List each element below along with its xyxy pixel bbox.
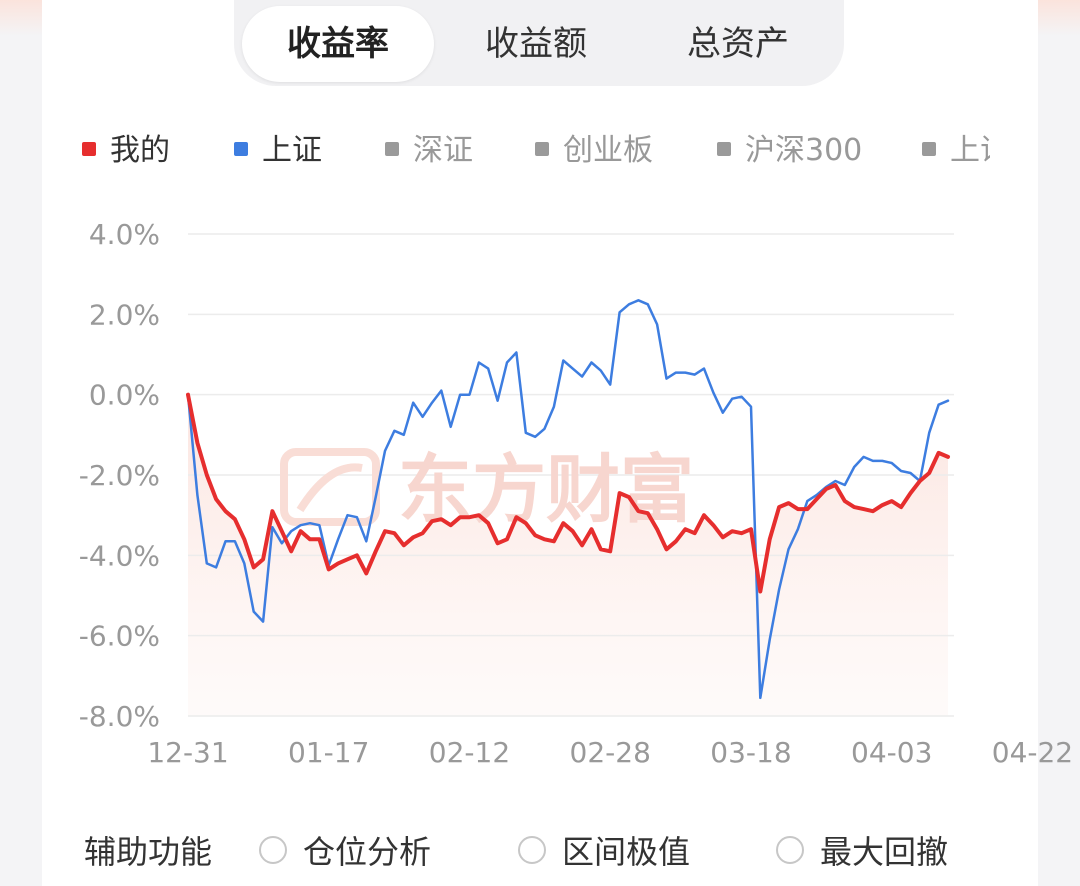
series-line-shanghai <box>186 299 950 700</box>
option-label: 最大回撤 <box>820 833 949 871</box>
y-tick-label: 2.0% <box>89 298 160 331</box>
legend-label: 沪深300 <box>745 133 863 168</box>
x-tick-label: 04-03 <box>851 736 932 769</box>
legend-label: 我的 <box>110 133 170 168</box>
watermark-logo: 东方财富 <box>280 447 694 533</box>
radio-icon[interactable] <box>776 836 804 864</box>
legend-item-shenzhen[interactable]: 深证 <box>385 128 473 174</box>
option-label: 仓位分析 <box>303 833 432 871</box>
x-tick-label: 02-12 <box>429 736 510 769</box>
x-tick-label: 02-28 <box>570 736 651 769</box>
top-right-tint <box>1038 0 1080 36</box>
tab-total-assets[interactable]: 总资产 <box>687 24 789 64</box>
legend-label: 上证 <box>262 133 322 168</box>
range-extreme-option[interactable]: 区间极值 <box>518 826 690 878</box>
legend-item-chinext[interactable]: 创业板 <box>535 128 653 174</box>
option-label: 区间极值 <box>562 833 691 871</box>
return-rate-chart[interactable]: 东方财富 4.0% 2.0% 0.0% -2.0% -4.0% -6.0% -8.0% 12… <box>0 0 1080 800</box>
y-tick-label: -8.0% <box>79 700 160 733</box>
legend-item-shanghai[interactable]: 上证 <box>234 128 322 174</box>
y-tick-label: -2.0% <box>79 459 160 492</box>
position-analysis-option[interactable]: 仓位分析 <box>259 826 431 878</box>
legend-swatch-icon <box>82 141 96 156</box>
legend-item-csi300[interactable]: 沪深300 <box>717 128 862 174</box>
radio-icon[interactable] <box>259 836 287 864</box>
y-tick-label: -6.0% <box>79 620 160 653</box>
tab-return-rate[interactable]: 收益率 <box>242 6 434 82</box>
legend-swatch-icon <box>385 141 399 156</box>
legend-label: 创业板 <box>563 133 653 168</box>
aux-functions-bar: 辅助功能 仓位分析 区间极值 最大回撤 <box>0 826 1080 878</box>
legend-label: 深证 <box>413 133 473 168</box>
y-tick-label: 0.0% <box>89 379 160 412</box>
legend: 我的 上证 深证 创业板 沪深300 上证 <box>0 128 990 174</box>
max-drawdown-option[interactable]: 最大回撤 <box>776 826 948 878</box>
y-tick-label: -4.0% <box>79 539 160 572</box>
metric-segmented-control: 收益率 收益额 总资产 <box>234 0 844 86</box>
x-tick-label: 04-22 <box>992 736 1073 769</box>
top-left-tint <box>0 0 42 36</box>
x-tick-label: 03-18 <box>710 736 791 769</box>
x-tick-label: 01-17 <box>288 736 369 769</box>
watermark-text: 东方财富 <box>398 447 694 533</box>
radio-icon[interactable] <box>518 836 546 864</box>
y-tick-label: 4.0% <box>89 218 160 251</box>
legend-swatch-icon <box>234 141 248 156</box>
aux-title: 辅助功能 <box>84 833 213 871</box>
legend-label: 上证 <box>950 133 990 168</box>
legend-item-mine[interactable]: 我的 <box>82 128 170 174</box>
series-line-mine <box>186 392 950 594</box>
legend-swatch-icon <box>922 141 936 156</box>
legend-swatch-icon <box>535 141 549 156</box>
legend-item-shanghai-2[interactable]: 上证 <box>922 128 990 174</box>
legend-swatch-icon <box>717 141 731 156</box>
x-tick-label: 12-31 <box>147 736 228 769</box>
tab-return-amount[interactable]: 收益额 <box>485 24 587 64</box>
